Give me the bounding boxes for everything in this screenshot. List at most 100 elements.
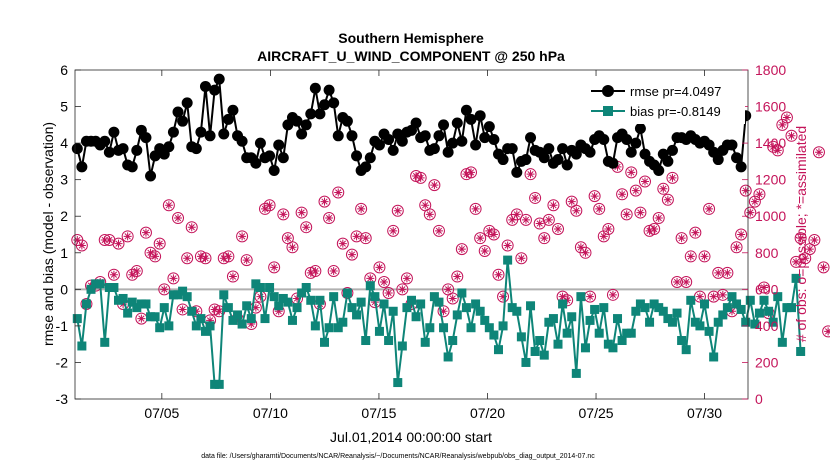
bias-point <box>342 288 352 298</box>
obs-possible-marker <box>446 292 459 305</box>
obs-possible-marker <box>185 221 198 234</box>
obs-count-point <box>616 188 629 201</box>
obs-assimilated-marker <box>352 232 361 241</box>
obs-count-point <box>684 250 697 263</box>
obs-assimilated-marker <box>595 204 604 213</box>
rmse-point <box>305 108 317 120</box>
bias-point <box>182 292 192 302</box>
rmse-point <box>319 99 331 111</box>
obs-possible-marker <box>451 270 464 283</box>
bias-point <box>388 306 398 316</box>
obs-assimilated-marker <box>265 201 274 210</box>
obs-possible-marker <box>547 199 560 212</box>
obs-count-point <box>286 241 299 254</box>
obs-count-point <box>153 237 166 250</box>
bias-point <box>95 279 105 289</box>
obs-assimilated-marker <box>801 254 810 263</box>
obs-assimilated-marker <box>421 201 430 210</box>
bias-point <box>146 312 156 322</box>
bias-point <box>439 323 449 333</box>
obs-assimilated-marker <box>718 290 727 299</box>
bias-point <box>324 323 334 333</box>
obs-assimilated-marker <box>636 208 645 217</box>
obs-count-point <box>570 204 583 217</box>
obs-count-point <box>277 208 290 221</box>
obs-possible-marker <box>126 268 139 281</box>
obs-assimilated-marker <box>192 307 201 316</box>
obs-assimilated-marker <box>302 223 311 232</box>
obs-assimilated-marker <box>283 234 292 243</box>
bias-point <box>251 279 261 289</box>
rmse-point <box>410 117 422 129</box>
obs-possible-marker <box>236 230 249 243</box>
obs-possible-marker <box>465 166 478 179</box>
rmse-point <box>438 119 450 131</box>
obs-count-point <box>597 230 610 243</box>
obs-assimilated-marker <box>329 267 338 276</box>
bias-point <box>727 292 737 302</box>
obs-possible-marker <box>144 246 157 259</box>
y-right-tick-label: 1600 <box>755 99 786 115</box>
obs-possible-marker <box>345 248 358 261</box>
bias-point <box>329 292 339 302</box>
obs-possible-marker <box>112 237 125 250</box>
bias-point <box>237 319 247 329</box>
obs-count-point <box>730 241 743 254</box>
obs-assimilated-marker <box>521 215 530 224</box>
obs-possible-marker <box>400 272 413 285</box>
rmse-point <box>117 143 129 155</box>
bias-point <box>681 345 691 355</box>
obs-assimilated-marker <box>732 243 741 252</box>
obs-possible-marker <box>817 261 830 274</box>
obs-count-point <box>240 254 253 267</box>
obs-possible-marker <box>355 202 368 215</box>
obs-assimilated-marker <box>119 299 128 308</box>
obs-possible-marker <box>538 232 551 245</box>
obs-assimilated-marker <box>393 206 402 215</box>
obs-assimilated-marker <box>508 215 517 224</box>
obs-assimilated-marker <box>380 278 389 287</box>
obs-possible-marker <box>552 223 565 236</box>
obs-count-point <box>753 188 766 201</box>
bias-point <box>493 345 503 355</box>
rmse-point <box>227 104 239 116</box>
obs-count-point <box>666 171 679 184</box>
obs-count-point <box>808 233 821 246</box>
obs-assimilated-marker <box>677 234 686 243</box>
legend-rmse-marker <box>602 85 614 97</box>
bias-point <box>214 379 224 389</box>
obs-possible-marker <box>771 144 784 157</box>
bias-point <box>136 299 146 309</box>
rmse-point <box>222 113 234 125</box>
obs-possible-marker <box>698 250 711 263</box>
footer-note: data file: /Users/gharamti/Documents/NCA… <box>201 453 595 460</box>
obs-assimilated-marker <box>668 173 677 182</box>
rmse-point <box>479 132 491 144</box>
bias-point <box>622 328 632 338</box>
obs-assimilated-marker <box>631 186 640 195</box>
bias-point <box>393 378 403 388</box>
obs-possible-marker <box>666 171 679 184</box>
obs-possible-marker <box>748 195 761 208</box>
obs-possible-marker <box>812 146 825 159</box>
obs-possible-marker <box>263 199 276 212</box>
obs-assimilated-marker <box>366 274 375 283</box>
obs-possible-marker <box>739 184 752 197</box>
bias-point <box>333 323 343 333</box>
obs-possible-marker <box>167 272 180 285</box>
bias-point <box>173 290 183 300</box>
obs-possible-marker <box>542 213 555 226</box>
obs-count-point <box>776 118 789 131</box>
rmse-point <box>126 161 138 173</box>
bias-point <box>246 314 256 324</box>
obs-possible-marker <box>515 252 528 265</box>
rmse-point <box>383 133 395 145</box>
obs-possible-marker <box>606 288 619 301</box>
obs-assimilated-marker <box>357 204 366 213</box>
rmse-point <box>236 135 248 147</box>
bias-point <box>562 328 572 338</box>
obs-possible-marker <box>327 265 340 278</box>
obs-count-point <box>199 252 212 265</box>
bias-point <box>379 299 389 309</box>
obs-assimilated-marker <box>425 210 434 219</box>
